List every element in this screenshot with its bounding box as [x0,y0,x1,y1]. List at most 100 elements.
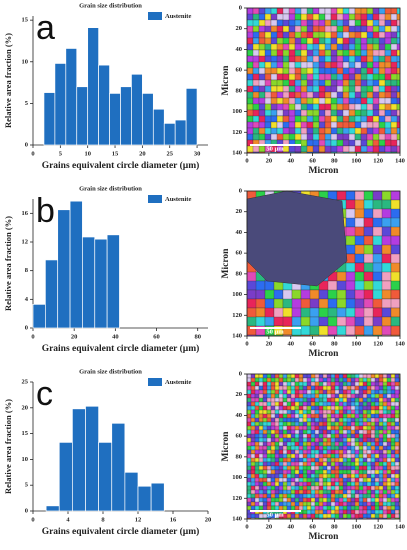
grain [338,413,344,419]
grain [390,79,398,87]
grain [318,373,324,379]
bar [82,236,96,329]
grain [336,289,347,300]
grain [294,13,302,21]
grain [330,509,336,515]
grain [252,25,260,33]
grain [354,253,365,264]
grain [342,79,350,87]
grain [278,401,284,407]
grain [290,397,296,403]
grain [254,417,260,423]
legend-swatch [148,12,162,20]
grain [322,449,328,455]
grain [290,385,296,391]
grain [390,49,398,57]
grain [322,389,328,395]
grain [266,389,272,395]
grain [396,25,401,33]
panel-label: a [36,9,55,47]
grain [258,145,266,153]
y-tick-label: 140 [232,332,242,339]
x-tick-label: 4 [66,516,70,523]
grain [372,244,383,255]
grain [298,381,304,387]
grain [334,449,340,455]
grain [370,501,376,507]
grain [330,373,336,379]
grain [258,433,264,439]
grain [363,199,374,210]
grain [346,437,352,443]
grain [338,445,344,451]
grain [258,25,266,33]
large-grain [246,190,348,287]
grain [360,139,368,147]
bar [109,93,121,146]
grain [282,389,288,395]
grain [372,115,380,123]
grain [255,307,266,318]
grain [378,497,384,503]
grain [394,485,400,491]
grain [358,509,364,515]
grain [370,433,376,439]
grain [314,457,320,463]
grain [334,425,340,431]
grain [334,501,340,507]
grain [348,13,356,21]
grain [298,469,304,475]
grain [266,405,272,411]
grain [390,316,401,327]
bar [98,64,110,146]
grain [314,481,320,487]
grain [378,401,384,407]
grain [350,505,356,511]
grain [246,67,254,75]
y-tick-label: 0 [25,507,28,514]
grain [370,473,376,479]
grain [396,13,401,21]
grain [318,127,326,135]
x-tick-label: 100 [351,340,361,347]
y-tick-label: 120 [232,495,242,502]
grain [381,325,392,336]
grain [294,477,300,483]
x-tick-label: 20 [266,340,273,347]
grain [286,473,292,479]
x-tick-label: 0 [31,150,34,157]
grain [336,103,344,111]
y-tick-label: 80 [236,453,243,460]
grain [350,493,356,499]
bar [137,485,152,512]
grain [298,425,304,431]
grain [314,405,320,411]
grain [394,437,400,443]
grain [390,425,396,431]
grain [322,469,328,475]
grain [314,445,320,451]
grain [336,325,347,337]
grain [258,43,266,51]
grain [354,133,362,141]
grain [264,316,275,327]
grain [354,43,362,51]
grain [394,413,400,419]
legend-label: Austenite [165,13,191,20]
x-axis-label: Micron [309,532,340,542]
grain [302,481,308,487]
grain [390,441,396,447]
grain [270,477,276,483]
micrograph [246,7,401,154]
grain [312,19,320,27]
grain [382,485,388,491]
grain [322,465,328,471]
grain [378,19,386,27]
grain [312,115,320,123]
grain [346,449,352,455]
y-tick-label: 10 [22,58,29,65]
grain [258,453,264,459]
x-axis-label: Grains equivalent circle diameter (µm) [42,526,200,537]
grain [252,37,260,45]
